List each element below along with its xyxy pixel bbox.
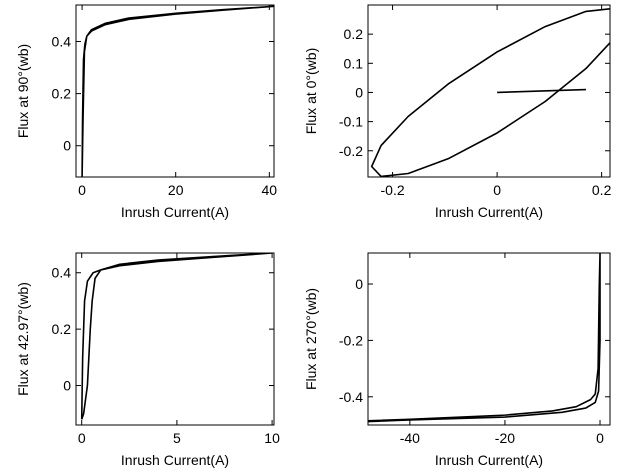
axes-box	[75, 252, 275, 426]
y-axis-label: Flux at 0°(wb)	[303, 48, 319, 135]
axes-box	[367, 252, 611, 426]
x-tick-label: 5	[173, 430, 181, 446]
y-axis-label: Flux at 90°(wb)	[15, 44, 31, 138]
x-tick-label: -20	[495, 430, 515, 446]
x-tick-label: 0.2	[592, 182, 612, 198]
subplot: -40 -20 0 -0.4 -0.2 0 Inrush Current(A) Flux at…	[303, 252, 611, 468]
x-tick-label: -0.2	[381, 182, 405, 198]
y-tick-label: 0.4	[52, 33, 72, 49]
y-tick-label: -0.2	[339, 143, 363, 159]
x-tick-label: -40	[400, 430, 420, 446]
x-tick-label: 20	[168, 182, 184, 198]
x-axis-label: Inrush Current(A)	[435, 204, 543, 220]
data-line	[368, 253, 601, 423]
y-tick-label: 0.2	[52, 321, 72, 337]
x-tick-label: 40	[262, 182, 278, 198]
x-axis-label: Inrush Current(A)	[121, 204, 229, 220]
subplot: 0 5 10 0 0.2 0.4 Inrush Current(A) Flux at 42.9…	[15, 252, 280, 468]
plot-area	[76, 253, 274, 425]
y-tick-label: -0.2	[339, 332, 363, 348]
y-tick-label: 0.2	[52, 86, 72, 102]
x-tick-label: 0	[78, 430, 86, 446]
y-tick-label: 0	[355, 276, 363, 292]
y-tick-label: 0.1	[344, 55, 364, 71]
y-axis-label: Flux at 270°(wb)	[303, 288, 319, 390]
axes-box	[75, 4, 275, 178]
y-tick-label: 0.4	[52, 265, 72, 281]
x-tick-label: 0	[78, 182, 86, 198]
plot-area	[76, 5, 274, 177]
x-axis-label: Inrush Current(A)	[435, 452, 543, 468]
x-tick-label: 10	[264, 430, 280, 446]
plot-area	[368, 5, 610, 177]
y-tick-label: 0	[63, 378, 71, 394]
y-tick-label: -0.1	[339, 114, 363, 130]
axes-box	[367, 4, 611, 178]
y-tick-label: 0.2	[344, 26, 364, 42]
y-tick-label: 0	[63, 138, 71, 154]
x-axis-label: Inrush Current(A)	[121, 452, 229, 468]
data-line	[497, 88, 586, 94]
data-line	[81, 5, 274, 177]
y-tick-label: -0.4	[339, 389, 363, 405]
plot-area	[368, 253, 610, 425]
x-tick-label: 0	[493, 182, 501, 198]
data-line	[80, 253, 273, 420]
subplot: 0 20 40 0 0.2 0.4 Inrush Current(A) Flux at 90°…	[15, 4, 278, 220]
subplot: -0.2 0 0.2 -0.2 -0.1 0 0.1 0.2 Inrush Current(A)…	[303, 4, 612, 220]
y-axis-label: Flux at 42.97°(wb)	[15, 282, 31, 396]
x-tick-label: 0	[596, 430, 604, 446]
y-tick-label: 0	[355, 84, 363, 100]
